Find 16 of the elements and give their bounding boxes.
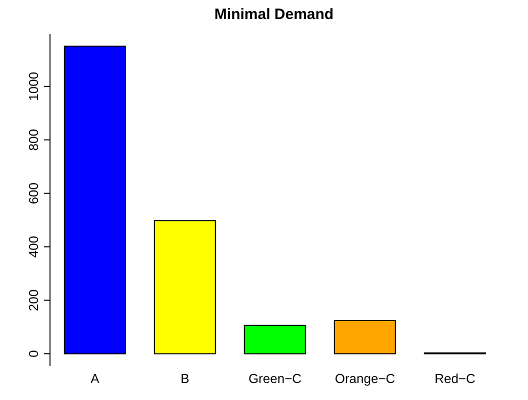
x-tick-label: Orange−C [334,371,396,386]
y-tick-label: 0 [26,350,41,358]
x-tick-label: Green−C [248,371,302,386]
chart-title: Minimal Demand [213,5,335,25]
y-tick-label: 200 [26,289,41,312]
y-tick-label: 600 [26,182,41,204]
bar [64,46,126,354]
y-tick-label: 1000 [26,72,41,101]
y-tick-label: 400 [26,236,41,258]
bar [244,324,306,354]
bar [154,220,216,354]
x-tick-label: A [90,371,100,386]
bar [334,320,396,354]
x-tick-label: Red−C [434,371,476,386]
y-tick-label: 800 [26,129,41,151]
x-tick-label: B [180,371,190,386]
